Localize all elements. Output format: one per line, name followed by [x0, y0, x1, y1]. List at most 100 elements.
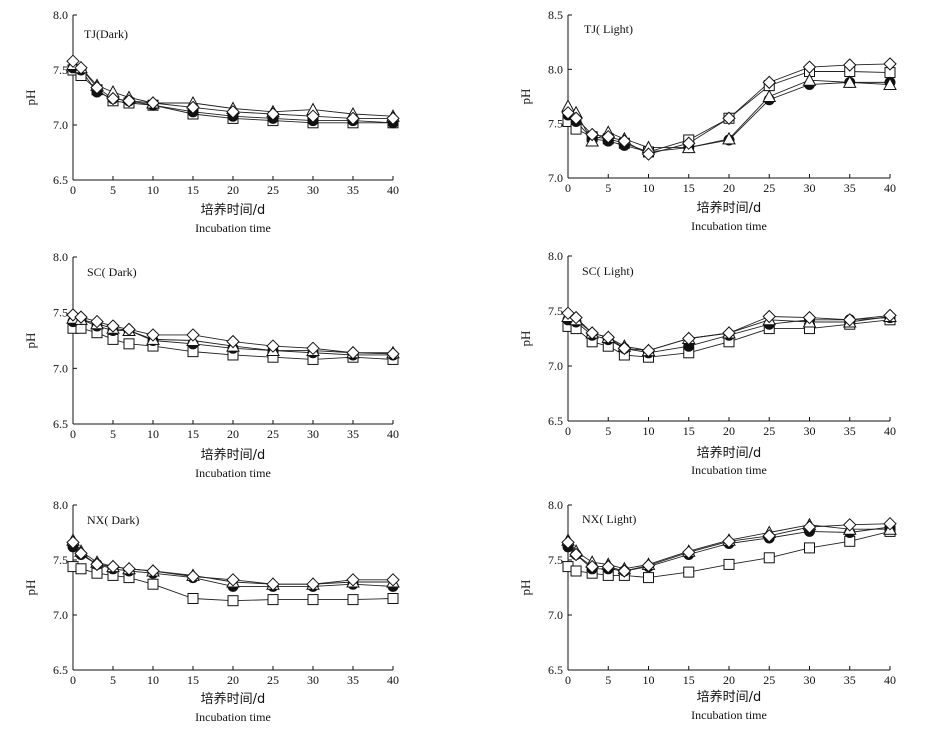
- x-tick-label: 20: [227, 673, 239, 687]
- x-tick-label: 25: [267, 673, 279, 687]
- x-axis-label-en: Incubation time: [195, 710, 271, 724]
- x-tick-label: 40: [387, 427, 399, 441]
- x-tick-label: 0: [70, 673, 76, 687]
- data-point-diamond: [641, 343, 656, 358]
- data-point-diamond: [802, 60, 817, 74]
- x-tick-label: 40: [884, 424, 896, 438]
- data-point-diamond: [601, 129, 615, 144]
- data-point-triangle: [802, 73, 817, 86]
- data-point-diamond: [146, 96, 160, 110]
- x-tick-label: 5: [110, 183, 116, 197]
- y-tick-label: 6.5: [53, 173, 68, 187]
- x-tick-label: 15: [187, 673, 199, 687]
- data-point-diamond: [226, 573, 240, 587]
- x-tick-label: 40: [387, 183, 399, 197]
- data-point-diamond: [802, 310, 817, 325]
- data-point-diamond: [74, 310, 88, 324]
- x-tick-label: 30: [804, 424, 816, 438]
- y-axis-label: pH: [518, 331, 533, 347]
- data-point-diamond: [569, 310, 583, 325]
- data-point-diamond: [186, 328, 200, 342]
- y-tick-label: 6.5: [548, 414, 563, 428]
- data-point-square: [570, 565, 582, 577]
- data-point-diamond: [617, 341, 632, 356]
- data-point-triangle: [722, 131, 736, 145]
- x-axis-label-cn: 培养时间/d: [697, 689, 762, 705]
- x-tick-label: 25: [267, 183, 279, 197]
- y-axis-label: pH: [23, 580, 38, 596]
- x-tick-label: 35: [844, 424, 856, 438]
- y-tick-label: 7.5: [53, 553, 68, 567]
- x-tick-label: 5: [110, 427, 116, 441]
- data-point-square: [804, 542, 815, 554]
- data-point-square: [123, 338, 135, 350]
- data-point-diamond: [682, 331, 696, 346]
- x-tick-label: 35: [844, 673, 856, 687]
- data-point-diamond: [617, 564, 632, 578]
- data-point-diamond: [601, 330, 615, 345]
- x-tick-label: 15: [683, 181, 695, 195]
- y-tick-label: 7.5: [53, 306, 68, 320]
- data-point-diamond: [883, 516, 897, 531]
- y-tick-label: 8.0: [53, 8, 68, 22]
- data-point-diamond: [585, 326, 599, 340]
- y-tick-label: 7.0: [53, 361, 68, 375]
- x-tick-label: 0: [565, 673, 571, 687]
- data-point-diamond: [306, 341, 320, 356]
- x-tick-label: 10: [643, 424, 655, 438]
- chart-title: NX( Light): [582, 512, 636, 526]
- data-point-diamond: [762, 529, 776, 543]
- data-point-diamond: [90, 557, 104, 572]
- x-tick-label: 0: [565, 181, 571, 195]
- y-axis-label: pH: [23, 90, 38, 106]
- data-point-diamond: [106, 91, 120, 106]
- data-point-diamond: [386, 573, 400, 587]
- data-point-triangle: [762, 89, 777, 102]
- y-axis-label: pH: [518, 89, 533, 105]
- data-point-square: [147, 578, 159, 590]
- x-tick-label: 40: [884, 673, 896, 687]
- x-tick-label: 5: [110, 673, 116, 687]
- x-tick-label: 35: [347, 673, 359, 687]
- data-point-diamond: [186, 100, 200, 115]
- data-point-diamond: [346, 573, 360, 587]
- data-point-diamond: [74, 546, 88, 561]
- data-point-diamond: [266, 107, 280, 121]
- data-point-diamond: [641, 147, 656, 161]
- data-point-diamond: [146, 564, 160, 578]
- data-point-diamond: [146, 328, 160, 342]
- data-point-diamond: [601, 559, 615, 574]
- y-tick-label: 6.5: [548, 663, 563, 677]
- y-tick-label: 8.0: [548, 62, 563, 76]
- y-tick-label: 7.5: [53, 63, 68, 77]
- x-tick-label: 30: [307, 183, 319, 197]
- data-point-diamond: [585, 127, 599, 142]
- chart-title: NX( Dark): [87, 513, 139, 527]
- data-point-diamond: [386, 347, 400, 361]
- chart-title: TJ(Dark): [84, 27, 128, 41]
- chart-title: SC( Dark): [87, 265, 137, 279]
- x-tick-label: 40: [387, 673, 399, 687]
- data-point-diamond: [802, 520, 817, 534]
- x-axis-label-cn: 培养时间/d: [201, 691, 266, 707]
- x-axis-label-en: Incubation time: [691, 463, 767, 477]
- data-point-square: [387, 593, 399, 604]
- x-axis-label-cn: 培养时间/d: [201, 447, 266, 463]
- x-tick-label: 30: [307, 673, 319, 687]
- y-axis-label: pH: [518, 580, 533, 596]
- data-point-diamond: [226, 105, 240, 119]
- data-point-diamond: [106, 319, 120, 333]
- x-tick-label: 25: [267, 427, 279, 441]
- data-point-square: [763, 552, 775, 564]
- data-point-diamond: [569, 111, 583, 125]
- data-point-diamond: [722, 111, 736, 125]
- x-tick-label: 0: [70, 427, 76, 441]
- data-point-diamond: [843, 58, 857, 72]
- x-tick-label: 40: [884, 181, 896, 195]
- data-point-diamond: [561, 535, 575, 550]
- data-point-diamond: [74, 61, 88, 75]
- y-tick-label: 7.0: [53, 118, 68, 132]
- x-tick-label: 25: [763, 181, 775, 195]
- data-point-diamond: [843, 518, 857, 532]
